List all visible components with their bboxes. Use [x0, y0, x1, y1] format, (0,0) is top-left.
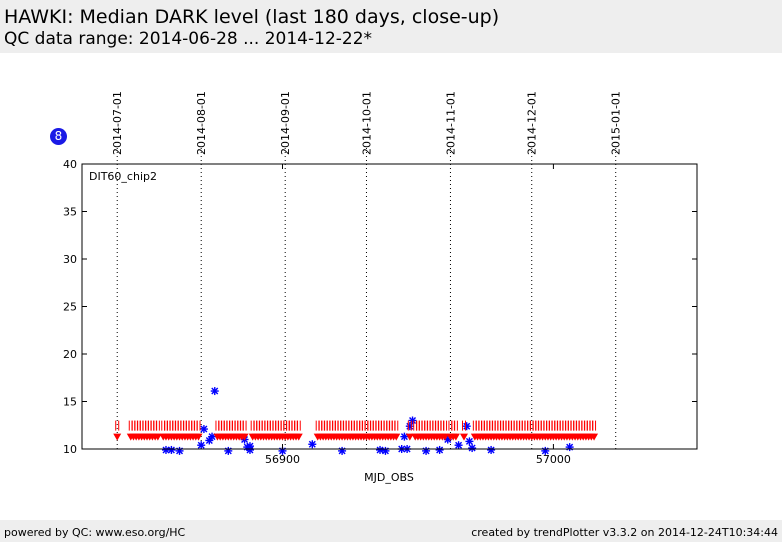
y-tick-label: 30: [63, 253, 77, 266]
y-tick-label: 20: [63, 348, 77, 361]
grid-lines: [116, 148, 617, 449]
plot-frame: [81, 163, 698, 450]
blue-star-marker: [175, 446, 184, 455]
blue-star-marker: [487, 445, 496, 454]
blue-star-marker: [161, 445, 170, 454]
red-triangle-marker: [392, 420, 401, 441]
footer-credit: powered by QC: www.eso.org/HC: [4, 526, 186, 539]
blue-star-marker: [381, 446, 390, 455]
blue-star-marker: [308, 440, 317, 449]
date-label: 2014-09-01: [279, 91, 292, 155]
blue-star-marker: [208, 432, 217, 441]
blue-star-marker: [408, 416, 417, 425]
y-tick-label: 25: [63, 301, 77, 314]
y-tick-label: 35: [63, 206, 77, 219]
blue-star-marker: [210, 387, 219, 396]
red-triangle-marker: [294, 420, 303, 441]
red-triangle-marker: [460, 420, 469, 441]
red-triangle-marker: [590, 420, 599, 441]
header-bar: HAWKI: Median DARK level (last 180 days,…: [0, 0, 782, 53]
blue-star-marker: [199, 425, 208, 434]
blue-star-marker: [197, 441, 206, 450]
blue-star-marker: [454, 441, 463, 450]
page-title: HAWKI: Median DARK level (last 180 days,…: [4, 6, 500, 28]
y-tick-label: 10: [63, 443, 77, 456]
date-label: 2014-07-01: [111, 91, 124, 155]
blue-star-marker: [422, 446, 431, 455]
x-tick-label: 56900: [265, 453, 300, 466]
red-triangle-marker: [194, 420, 203, 441]
blue-star-marker: [376, 445, 385, 454]
series-layer: [113, 387, 599, 455]
blue-star-marker: [224, 446, 233, 455]
red-triangle-marker: [405, 420, 414, 441]
panel-label: DIT60_chip2: [89, 170, 157, 183]
date-label: 2015-01-01: [610, 91, 623, 155]
date-label: 2014-11-01: [444, 91, 457, 155]
blue-star-marker: [205, 436, 214, 445]
blue-star-marker: [435, 445, 444, 454]
x-axis-label: MJD_OBS: [364, 471, 414, 484]
blue-star-marker: [462, 422, 471, 431]
red-triangle-marker: [441, 420, 450, 441]
blue-star-marker: [167, 445, 176, 454]
x-axis: 56900 57000: [265, 164, 571, 466]
red-triangle-marker: [240, 420, 249, 441]
y-tick-label: 15: [63, 396, 77, 409]
page-subtitle: QC data range: 2014-06-28 ... 2014-12-22…: [4, 29, 373, 49]
blue-star-marker: [468, 444, 477, 453]
red-triangle-marker: [153, 420, 162, 441]
plot-number-badge: 8: [50, 128, 67, 145]
y-axis: 10 15 20 25 30 35 40: [63, 158, 697, 456]
footer-generated: created by trendPlotter v3.3.2 on 2014-1…: [471, 526, 778, 539]
x-tick-label: 57000: [536, 453, 571, 466]
blue-star-marker: [465, 437, 474, 446]
blue-star-marker: [245, 445, 254, 454]
y-tick-label: 40: [63, 158, 77, 171]
date-labels: 2014-07-01 2014-08-01 2014-09-01 2014-10-01…: [111, 91, 623, 155]
date-label: 2014-10-01: [360, 91, 373, 155]
blue-star-marker: [400, 432, 409, 441]
date-label: 2014-12-01: [526, 91, 539, 155]
red-triangle-marker: [113, 420, 122, 441]
blue-star-marker: [565, 443, 574, 452]
footer-bar: powered by QC: www.eso.org/HC created by…: [0, 520, 782, 542]
red-triangle-marker: [451, 420, 460, 441]
date-label: 2014-08-01: [195, 91, 208, 155]
blue-star-marker: [338, 446, 347, 455]
